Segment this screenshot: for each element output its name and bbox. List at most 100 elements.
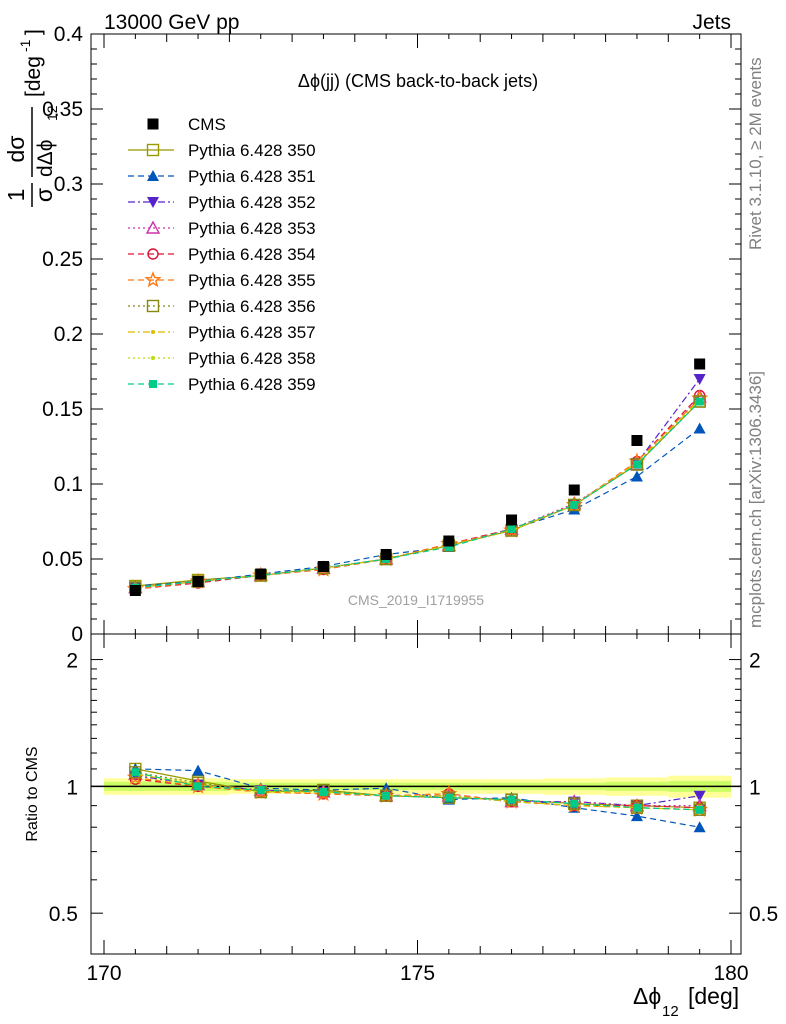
main-y-label: 1 σ dσ dΔϕ 12 [deg -1 ] [3,29,60,207]
legend-label-pythia-6-428-355: Pythia 6.428 355 [188,271,316,290]
header-left: 13000 GeV pp [104,11,239,34]
ratio-line-pythia-6-428-359 [135,771,700,811]
point-pythia-6-428-359-6-shape [507,525,516,533]
legend-marker-pythia-6-428-357 [151,330,155,334]
main-y-ticks: 0 0.05 0.1 0.15 0.2 0.25 0.3 0.35 0.4 [42,23,741,646]
series-cms [129,358,706,596]
ratio-point-pythia-6-428-359-4-shape [382,791,391,800]
point-cms-3 [317,561,329,572]
ratio-point-pythia-6-428-352-9-shape [693,790,706,802]
ratio-line-pythia-6-428-351 [135,768,700,828]
main-y-tick-label-5: 0.25 [42,248,83,271]
point-cms-6 [506,514,518,526]
xlabel-unit: [deg] [688,983,739,1009]
ratio-point-pythia-6-428-351-1 [192,764,205,776]
legend-marker-cms [147,118,159,130]
legend-marker-pythia-6-428-354-shape [147,248,159,260]
point-cms-9-shape [694,358,706,370]
legend-marker-pythia-6-428-352 [147,197,159,208]
legend-label-pythia-6-428-356: Pythia 6.428 356 [188,297,316,316]
ratio-point-pythia-6-428-359-3-shape [319,787,328,796]
point-pythia-6-428-359-5-shape [444,543,453,551]
legend-marker-pythia-6-428-355 [144,271,162,288]
legend-label-pythia-6-428-351: Pythia 6.428 351 [188,167,316,186]
series-line-pythia-6-428-356 [135,401,701,589]
point-cms-4-shape [380,549,392,560]
ratio-series-pythia-6-428-359 [131,768,704,814]
ratio-y-tick-label-1: 1 [66,776,78,799]
x-tick-label-1: 175 [400,962,435,985]
point-cms-9 [694,358,706,370]
xlabel-sub: 12 [662,1003,679,1020]
ylabel-unit: [deg [22,56,45,97]
ratio-point-pythia-6-428-356-0-shape [129,766,142,779]
point-cms-1-shape [192,576,204,587]
main-y-tick-label-2: 0.1 [54,473,83,496]
ylabel-one: 1 [3,189,29,202]
point-pythia-6-428-356-7 [568,498,581,512]
legend-marker-pythia-6-428-351-shape [147,170,159,181]
ylabel-ddphi: dΔϕ [34,140,57,177]
legend-marker-pythia-6-428-359-shape [149,380,157,388]
series-line-pythia-6-428-359 [135,401,701,589]
point-cms-5-shape [443,535,455,547]
point-pythia-6-428-352-9-shape [693,374,706,385]
main-y-tick-label-6: 0.3 [54,173,83,196]
point-pythia-6-428-351-9-shape [693,422,706,434]
point-pythia-6-428-359-9 [695,397,704,406]
ratio-point-pythia-6-428-351-1-shape [192,764,205,776]
point-cms-0 [129,585,141,596]
point-cms-8 [631,435,643,446]
ratio-point-pythia-6-428-359-9 [695,805,704,814]
ratio-point-pythia-6-428-359-6-shape [507,795,516,804]
legend-marker-pythia-6-428-355-shape [144,271,162,288]
ratio-frame [90,633,742,955]
ratio-point-pythia-6-428-359-7-shape [570,799,579,808]
ratio-point-pythia-6-428-359-1-shape [194,782,203,791]
point-cms-3-shape [317,561,329,572]
legend-marker-cms-shape [147,118,159,130]
watermark: CMS_2019_I1719955 [348,592,484,608]
point-pythia-6-428-356-8-shape [630,458,644,471]
point-cms-1 [192,576,204,587]
point-cms-2-shape [255,568,267,580]
ratio-point-pythia-6-428-359-3 [319,787,328,796]
ylabel-unit-exp: -1 [17,39,33,52]
ratio-series [126,762,709,833]
ratio-y-tick-label-right-0: 0.5 [749,903,778,926]
point-pythia-6-428-351-8-shape [630,470,643,482]
legend-marker-pythia-6-428-351 [147,170,159,181]
legend-label-pythia-6-428-350: Pythia 6.428 350 [188,141,316,160]
legend-marker-pythia-6-428-350-shape [146,143,160,157]
point-cms-0-shape [129,585,141,596]
main-y-tick-label-0: 0 [71,623,83,646]
ratio-point-pythia-6-428-359-2-shape [256,786,265,795]
legend-marker-pythia-6-428-357-shape [151,330,155,334]
point-pythia-6-428-359-8 [632,460,641,469]
ratio-point-pythia-6-428-359-5 [444,793,453,802]
main-y-tick-label-3: 0.15 [42,398,83,421]
legend-marker-pythia-6-428-358 [151,356,155,360]
rivet-label: Rivet 3.1.10, ≥ 2M events [746,57,765,250]
ratio-point-pythia-6-428-356-0 [129,766,142,779]
ratio-line-pythia-6-428-355 [135,776,700,811]
point-cms-7 [568,484,580,496]
point-pythia-6-428-356-8 [630,458,644,471]
ratio-point-pythia-6-428-359-2 [256,786,265,795]
point-pythia-6-428-359-8-shape [632,460,641,469]
point-pythia-6-428-356-7-shape [568,498,581,512]
legend-label-pythia-6-428-353: Pythia 6.428 353 [188,219,316,238]
main-y-tick-label-1: 0.05 [42,548,83,571]
ratio-line-pythia-6-428-356 [135,771,700,811]
legend-marker-pythia-6-428-354 [147,248,159,260]
ratio-point-pythia-6-428-352-9 [693,790,706,802]
ratio-y-ticks: 0.5 0.5 1 1 2 2 [49,650,778,955]
ylabel-sub: 12 [44,105,60,121]
header-right: Jets [692,11,731,34]
point-pythia-6-428-352-9 [693,374,706,385]
legend-marker-pythia-6-428-358-shape [151,356,155,360]
ratio-point-pythia-6-428-359-6 [507,795,516,804]
point-cms-7-shape [568,484,580,496]
series-line-pythia-6-428-351 [135,428,700,587]
legend-label-cms: CMS [188,115,226,134]
